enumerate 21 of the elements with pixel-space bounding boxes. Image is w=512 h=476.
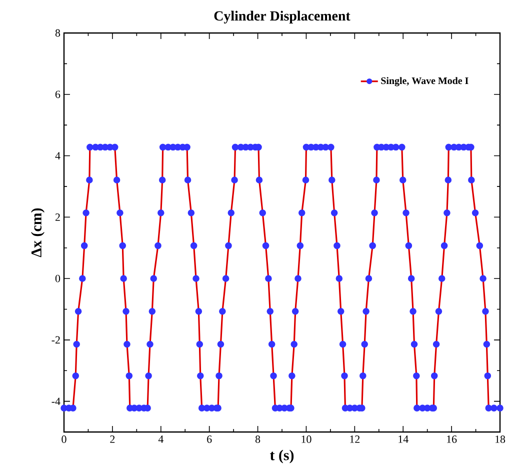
y-tick-label: 4 [55,152,60,160]
x-tick-label: 2 [110,436,115,443]
x-tick-label: 14 [398,436,408,443]
x-tick-label: 16 [447,436,457,443]
x-tick-label: 6 [207,436,212,443]
y-tick-label: 8 [55,29,60,37]
x-axis-title: t (s) [270,450,294,464]
chart-title: Cylinder Displacement [214,10,350,24]
x-tick-label: 10 [302,436,312,443]
y-tick-label: 2 [55,214,60,221]
x-tick-label: 12 [350,436,360,443]
y-tick-label: 0 [55,274,60,282]
x-tick-label: 4 [158,436,164,443]
legend-label: Single, Wave Mode I [381,77,468,86]
y-tick-label: -4 [52,398,60,405]
y-axis-title: Δx (cm) [30,208,45,258]
x-tick-label: 0 [62,436,66,443]
x-tick-label: 18 [495,436,506,443]
y-tick-label: 6 [55,90,60,98]
y-tick-label: -2 [52,336,60,344]
x-tick-label: 8 [255,436,260,443]
